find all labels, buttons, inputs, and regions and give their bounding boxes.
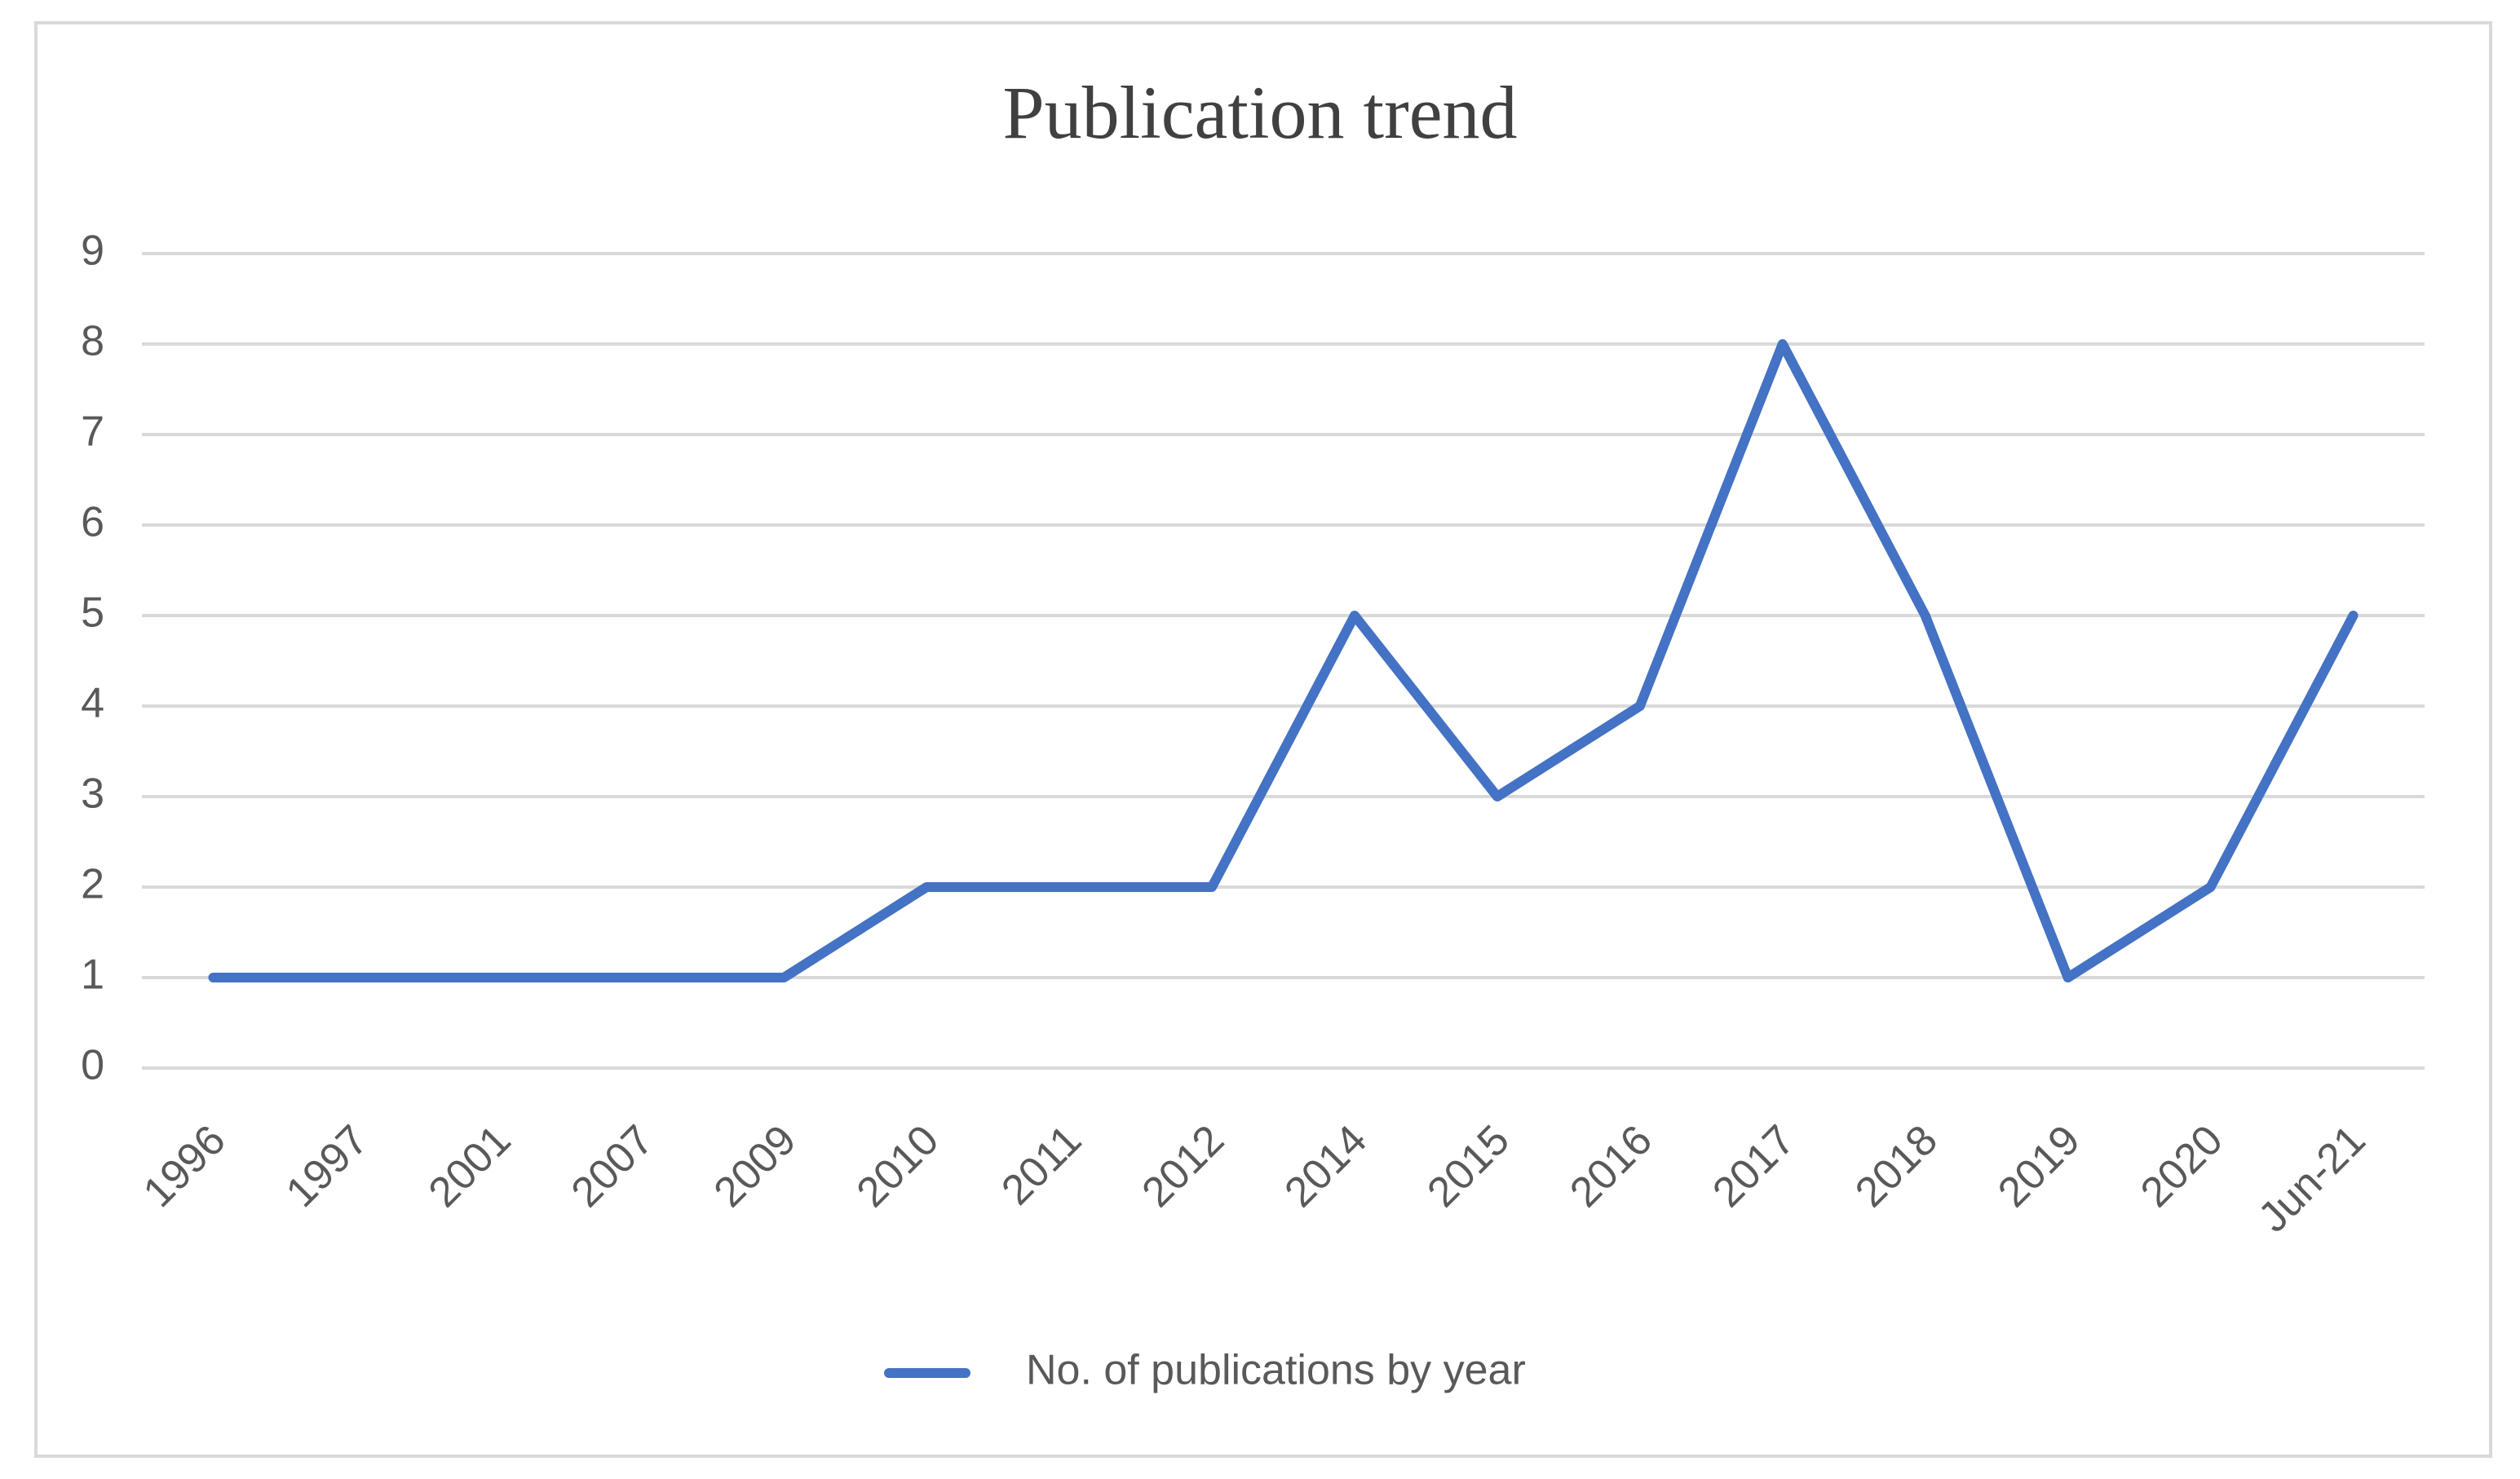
data-line xyxy=(208,339,2359,982)
y-tick-label: 4 xyxy=(81,680,104,727)
y-tick-label: 6 xyxy=(81,499,104,546)
y-tick-label: 1 xyxy=(81,951,104,999)
chart-title: Publication trend xyxy=(1002,71,1517,154)
legend-label: No. of publications by year xyxy=(1026,1347,1526,1394)
y-tick-label: 5 xyxy=(81,589,104,637)
y-tick-label: 8 xyxy=(81,318,104,365)
chart-border xyxy=(34,21,2492,1458)
y-tick-label: 7 xyxy=(81,408,104,456)
y-tick-label: 9 xyxy=(81,227,104,275)
y-tick-label: 0 xyxy=(81,1042,104,1089)
y-tick-label: 3 xyxy=(81,770,104,818)
y-tick-label: 2 xyxy=(81,861,104,908)
